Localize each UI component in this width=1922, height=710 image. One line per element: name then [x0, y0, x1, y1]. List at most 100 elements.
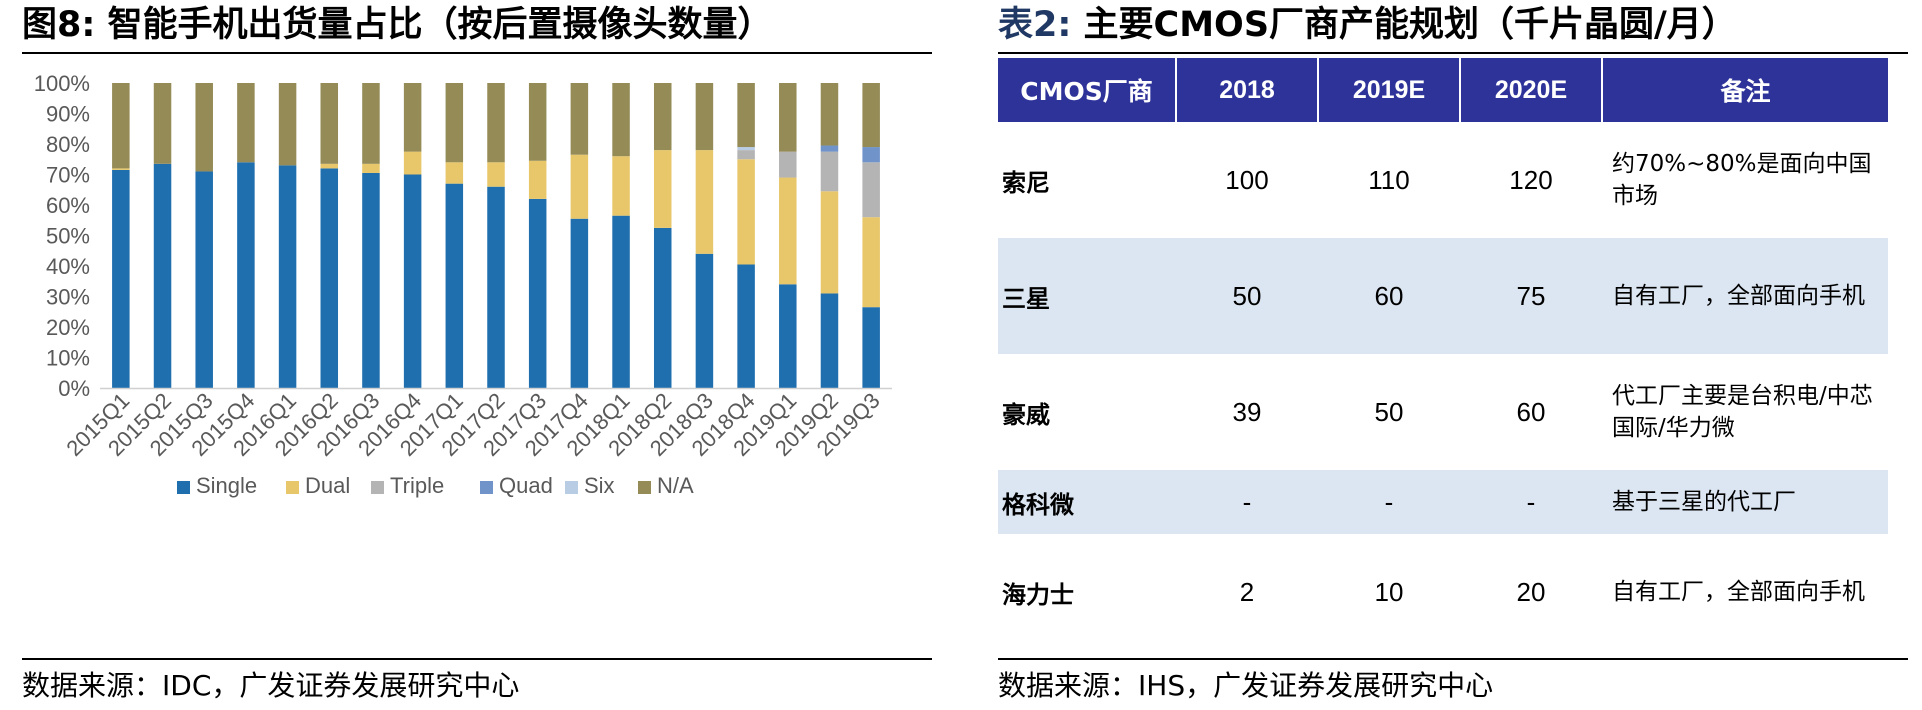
vendor-note: 自有工厂，全部面向手机 — [1602, 238, 1888, 354]
bar-segment — [820, 293, 839, 388]
capacity-2020e: 60 — [1516, 396, 1546, 427]
bar-segment — [862, 83, 880, 148]
capacity-2018: 39 — [1232, 396, 1262, 427]
header-vendor: CMOS厂商 — [998, 58, 1177, 122]
bar-segment — [195, 171, 213, 388]
left-panel: 图8: 智能手机出货量占比（按后置摄像头数量） 0% 10% 20% 30% 40% 50… — [0, 0, 932, 710]
bar-segment — [153, 163, 172, 388]
figure-title: 图8: 智能手机出货量占比（按后置摄像头数量） — [22, 0, 773, 52]
legend-label: Triple — [390, 473, 444, 498]
bar-segment — [362, 163, 380, 173]
legend-label: Quad — [499, 473, 553, 498]
vendor-name: 索尼 — [1002, 168, 1050, 197]
bar-segment — [570, 83, 589, 155]
bar-segment — [362, 83, 380, 164]
bar-segment — [445, 83, 464, 163]
table-row: 海力士 2 10 20 自有工厂，全部面向手机 — [998, 534, 1888, 650]
bar-segment — [695, 253, 714, 388]
bar-segment — [695, 150, 714, 254]
capacity-2018: 50 — [1176, 238, 1318, 354]
vendor-note: 基于三星的代工厂 — [1602, 470, 1888, 534]
bar-segment — [237, 83, 255, 163]
bar-segment — [653, 227, 672, 388]
bar-segment — [237, 162, 255, 388]
bar-segment — [570, 154, 589, 219]
y-tick-label: 70% — [46, 163, 90, 188]
legend: Single Dual Triple Quad Six N/A — [177, 473, 694, 498]
capacity-2019e: 10 — [1374, 576, 1404, 607]
bar-segment — [445, 162, 464, 184]
vendor-name: 海力士 — [1002, 580, 1074, 609]
cmos-capacity-table: CMOS厂商 2018 2019E 2020E 备注 索尼 100 110 12… — [998, 58, 1888, 650]
bar-segment — [612, 83, 630, 157]
legend-swatch — [480, 481, 493, 494]
bar-segment — [528, 160, 547, 199]
y-tick-label: 50% — [46, 224, 90, 249]
vendor-note: 代工厂主要是台积电/中芯国际/华力微 — [1612, 383, 1873, 441]
capacity-2020e: 75 — [1460, 238, 1602, 354]
title-divider — [22, 52, 932, 54]
bars — [112, 83, 880, 388]
legend-label: N/A — [657, 473, 694, 498]
right-panel: 表2: 主要CMOS厂商产能规划（千片晶圆/月） CMOS厂商 2018 201… — [990, 0, 1922, 710]
bar-segment — [820, 145, 839, 152]
header-2019e: 2019E — [1318, 58, 1461, 122]
capacity-2018: - — [1176, 470, 1318, 534]
table-title-prefix: 表2: — [998, 5, 1072, 45]
bar-segment — [737, 159, 755, 265]
header-note: 备注 — [1602, 58, 1888, 122]
legend-swatch — [638, 481, 651, 494]
legend-swatch — [371, 481, 384, 494]
capacity-2020e: 120 — [1509, 164, 1553, 195]
table-row: 索尼 100 110 120 约70%~80%是面向中国市场 — [998, 122, 1888, 238]
capacity-2018: 2 — [1239, 576, 1255, 607]
table-row: 豪威 39 50 60 代工厂主要是台积电/中芯国际/华力微 — [998, 354, 1888, 470]
capacity-2019e: - — [1318, 470, 1460, 534]
bar-segment — [653, 150, 672, 228]
capacity-2019e: 50 — [1374, 396, 1404, 427]
table-title-text: 主要CMOS厂商产能规划（千片晶圆/月） — [1083, 5, 1737, 45]
bar-segment — [195, 83, 213, 172]
y-tick-label: 10% — [46, 346, 90, 371]
bar-segment — [779, 151, 797, 178]
legend-swatch — [565, 481, 578, 494]
bar-segment — [737, 150, 755, 160]
vendor-name: 格科微 — [998, 470, 1176, 534]
vendor-name: 三星 — [998, 238, 1176, 354]
legend-label: Dual — [305, 473, 350, 498]
bar-segment — [779, 284, 797, 388]
bar-segment — [653, 83, 672, 151]
table-header-row: CMOS厂商 2018 2019E 2020E 备注 — [998, 58, 1888, 122]
bar-segment — [695, 83, 714, 151]
bar-segment — [320, 83, 339, 164]
legend-swatch — [286, 481, 299, 494]
bar-segment — [737, 264, 755, 388]
table-row: 三星 50 60 75 自有工厂，全部面向手机 — [998, 238, 1888, 354]
capacity-2018: 100 — [1225, 164, 1269, 195]
bar-segment — [737, 83, 755, 148]
bar-segment — [320, 163, 339, 169]
bar-segment — [820, 191, 839, 294]
y-tick-label: 30% — [46, 285, 90, 310]
bar-segment — [862, 217, 880, 308]
bar-segment — [737, 147, 755, 151]
legend-swatch — [177, 481, 190, 494]
bar-segment — [320, 168, 339, 388]
y-tick-label: 40% — [46, 254, 90, 279]
table-row: 格科微 - - - 基于三星的代工厂 — [998, 470, 1888, 534]
table-title: 表2: 主要CMOS厂商产能规划（千片晶圆/月） — [998, 0, 1737, 52]
figure-title-prefix: 图8: — [22, 5, 96, 45]
capacity-2020e: - — [1460, 470, 1602, 534]
stacked-bar-chart: 0% 10% 20% 30% 40% 50% 60% 70% 80% 90% 100% 2015Q1… — [34, 71, 892, 498]
y-tick-label: 80% — [46, 132, 90, 157]
figure-title-text: 智能手机出货量占比（按后置摄像头数量） — [107, 5, 773, 45]
table-source: 数据来源：IHS，广发证券发展研究中心 — [998, 669, 1494, 702]
capacity-2020e: 20 — [1516, 576, 1546, 607]
bar-segment — [779, 177, 797, 285]
bar-segment — [403, 174, 422, 388]
table-title-divider — [998, 52, 1908, 54]
bar-segment — [403, 83, 422, 152]
y-tick-label: 20% — [46, 315, 90, 340]
bar-segment — [612, 215, 630, 388]
bar-segment — [612, 156, 630, 216]
